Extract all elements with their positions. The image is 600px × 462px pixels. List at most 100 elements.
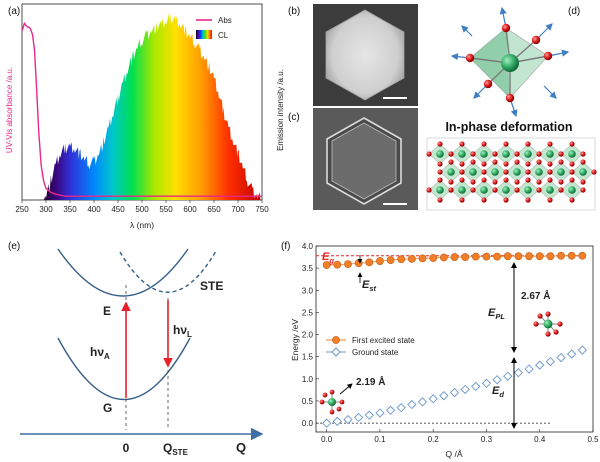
panel-f-xlabel: Q /Å bbox=[445, 449, 462, 459]
deformation-arrow bbox=[543, 85, 557, 99]
x-tick-label: 0.4 bbox=[534, 435, 546, 444]
x-tick-label: 400 bbox=[87, 205, 101, 214]
x-tick-label: 250 bbox=[15, 205, 29, 214]
ground-state-point bbox=[353, 412, 364, 423]
legend-excited-label: First excited state bbox=[352, 336, 415, 345]
ground-state-point bbox=[332, 416, 342, 427]
x-tick-label: 550 bbox=[159, 205, 173, 214]
oxygen-atom bbox=[533, 321, 539, 327]
oxygen-atom bbox=[591, 169, 597, 175]
y-tick-label: 0.0 bbox=[302, 419, 314, 428]
panel-a-ylabel: UV-Vis absorbance /a.u. bbox=[5, 67, 14, 153]
oxygen-atom bbox=[465, 53, 475, 63]
oxygen-atom bbox=[329, 409, 335, 415]
oxygen-atom bbox=[569, 169, 575, 175]
excited-state-point bbox=[429, 254, 438, 262]
oxygen-atom bbox=[505, 93, 515, 103]
oxygen-atom bbox=[481, 161, 487, 167]
excited-state-point bbox=[344, 260, 352, 269]
excited-state-point bbox=[461, 253, 470, 261]
ground-state-point bbox=[535, 360, 545, 370]
ground-state-point bbox=[449, 387, 460, 398]
metal-atom bbox=[535, 168, 543, 176]
oxygen-atom bbox=[437, 141, 443, 147]
metal-atom bbox=[568, 186, 576, 194]
abs-curve bbox=[21, 21, 262, 197]
oxygen-atom bbox=[580, 179, 586, 185]
panel-a: (a) UV-Vis absorbance /a.u. Emission int… bbox=[5, 3, 285, 230]
oxygen-atom bbox=[525, 161, 531, 167]
oxygen-atom bbox=[448, 187, 454, 193]
excited-state-series bbox=[322, 251, 587, 269]
legend-cl-swatch bbox=[196, 30, 212, 39]
panel-label-c: (c) bbox=[288, 112, 300, 123]
oxygen-atom bbox=[437, 177, 443, 183]
ground-state-point bbox=[524, 364, 534, 374]
axis-label-q: Q bbox=[236, 440, 246, 455]
label-e: E bbox=[103, 304, 111, 318]
oxygen-atom bbox=[492, 179, 498, 185]
panel-a-right-ylabel: Emission intensity /a.u. bbox=[276, 69, 285, 151]
legend-abs-label: Abs bbox=[218, 16, 232, 25]
x-tick-label: 300 bbox=[39, 205, 53, 214]
hexagon-crystal-b bbox=[325, 9, 405, 101]
metal-atom bbox=[557, 168, 565, 176]
deformation-arrow bbox=[461, 25, 473, 37]
excited-state-point bbox=[418, 254, 427, 263]
oxygen-atom bbox=[329, 389, 335, 395]
y-tick-label: 4.0 bbox=[302, 242, 314, 251]
annotation-267: 2.67 Å bbox=[521, 289, 550, 302]
metal-atom bbox=[447, 168, 455, 176]
oxygen-atom bbox=[322, 392, 328, 398]
x-tick-label: 350 bbox=[63, 205, 77, 214]
oxygen-atom bbox=[547, 141, 553, 147]
tick-label-qste: QSTE bbox=[163, 441, 189, 457]
octahedron-face-2 bbox=[470, 28, 510, 98]
panel-c: (c) bbox=[288, 108, 418, 210]
label-hva: hνA bbox=[90, 345, 110, 361]
oxygen-atom bbox=[514, 159, 520, 165]
panel-f-ylabel: Energy /eV bbox=[290, 319, 300, 361]
ground-state-point bbox=[492, 375, 502, 385]
oxygen-atom bbox=[459, 177, 465, 183]
ground-state-point bbox=[481, 378, 492, 388]
lattice-model bbox=[426, 141, 597, 203]
ground-state-point bbox=[385, 405, 396, 415]
excited-state-point bbox=[376, 257, 384, 265]
oxygen-atom bbox=[501, 23, 511, 33]
oxygen-atom bbox=[537, 313, 543, 319]
panel-label-f: (f) bbox=[281, 241, 290, 252]
x-tick-label: 650 bbox=[207, 205, 221, 214]
excited-state-point bbox=[546, 252, 555, 261]
metal-atom bbox=[524, 150, 532, 158]
oxygen-atom bbox=[339, 399, 345, 405]
label-eg: Eg bbox=[322, 251, 334, 265]
panel-label-a: (a) bbox=[8, 6, 20, 17]
oxygen-atom bbox=[483, 79, 493, 89]
oxygen-atom bbox=[470, 187, 476, 193]
ground-state-point bbox=[428, 394, 438, 404]
ground-state-series bbox=[322, 345, 587, 428]
ground-state-parabola bbox=[57, 337, 191, 401]
ground-state-point bbox=[567, 349, 577, 359]
metal-atom bbox=[469, 168, 477, 176]
y-tick-label: 3.5 bbox=[302, 264, 314, 273]
ground-state-point bbox=[375, 408, 385, 418]
ground-state-point bbox=[322, 418, 332, 428]
label-epl: EPL bbox=[488, 307, 505, 321]
metal-atom bbox=[480, 150, 488, 158]
oxygen-atom bbox=[319, 399, 325, 405]
excited-state-point bbox=[514, 252, 523, 261]
ground-state-point bbox=[577, 345, 587, 355]
x-tick-label: 0.3 bbox=[481, 435, 493, 444]
oxygen-atom bbox=[569, 177, 575, 183]
panel-label-e: (e) bbox=[8, 241, 20, 252]
legend-ground-marker bbox=[331, 347, 341, 357]
excited-state-point bbox=[493, 252, 502, 261]
x-tick-label: 750 bbox=[255, 205, 269, 214]
excited-state-point bbox=[333, 260, 342, 269]
metal-atom bbox=[436, 150, 444, 158]
panel-a-xlabel: λ (nm) bbox=[130, 220, 154, 230]
oxygen-atom bbox=[545, 331, 551, 337]
ground-state-point bbox=[417, 397, 428, 407]
